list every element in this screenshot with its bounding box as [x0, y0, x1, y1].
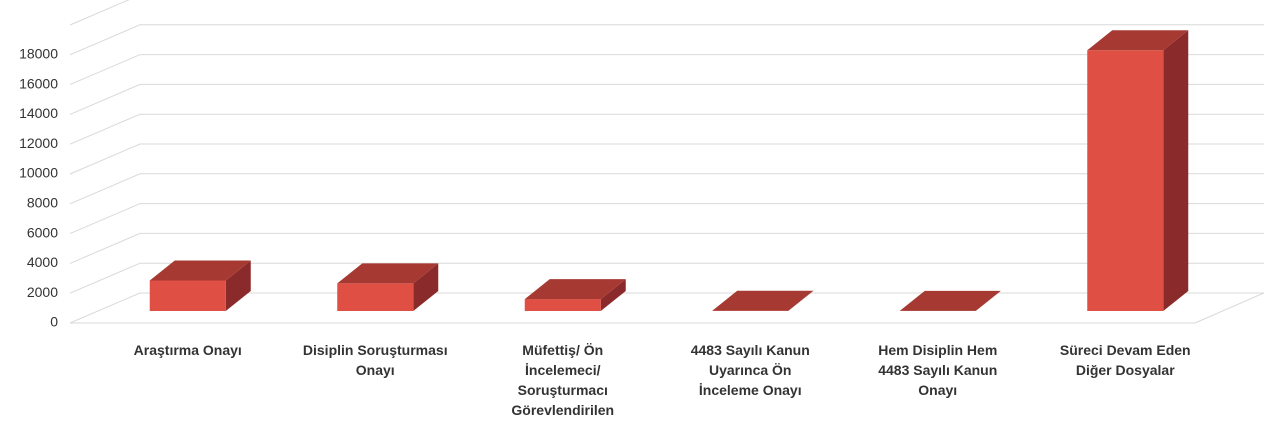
- grid-line: [69, 143, 1264, 175]
- floor-edge: [1194, 292, 1264, 324]
- grid-line: [69, 292, 1264, 324]
- grid-line: [69, 203, 1264, 235]
- grid-line: [69, 0, 130, 26]
- x-tick-label: Disiplin Soruşturması Onayı: [302, 342, 448, 378]
- bar-side: [600, 279, 626, 311]
- y-tick-label: 18000: [19, 46, 58, 62]
- y-tick-label: 12000: [19, 135, 58, 151]
- bar-side: [225, 260, 251, 311]
- y-tick-label: 4000: [27, 254, 58, 270]
- grid-line: [69, 232, 1264, 264]
- bar-top: [149, 260, 251, 281]
- bar-side: [413, 263, 439, 311]
- grid-line: [69, 24, 1264, 56]
- y-tick-label: 10000: [19, 165, 58, 181]
- grid-line: [69, 54, 1264, 86]
- x-tick-label: Araştırma Onayı: [133, 342, 242, 358]
- y-tick-label: 16000: [19, 75, 58, 91]
- x-tick-label: Hem Disiplin Hem 4483 Sayılı Kanun Onayı: [878, 342, 998, 398]
- x-tick-label: Süreci Devam Eden Diğer Dosyalar: [1059, 342, 1191, 378]
- y-tick-label: 14000: [19, 105, 58, 121]
- bar-top: [899, 290, 1001, 311]
- bar-side: [788, 290, 814, 311]
- y-tick-label: 8000: [27, 195, 58, 211]
- bar-top: [337, 263, 439, 284]
- grid-line: [69, 173, 1264, 205]
- grid-line: [69, 83, 1264, 115]
- bar-top: [1087, 30, 1189, 51]
- y-tick-label: 0: [50, 314, 58, 330]
- bar-top: [524, 279, 626, 300]
- bar: [524, 299, 601, 311]
- bar-top: [712, 290, 814, 311]
- grid-line: [69, 262, 1264, 294]
- bar: [149, 280, 226, 311]
- x-tick-label: 4483 Sayılı Kanun Uyarınca Ön İnceleme O…: [690, 342, 810, 398]
- grid-line: [69, 113, 1264, 145]
- y-tick-label: 6000: [27, 224, 58, 240]
- bar: [337, 283, 414, 311]
- y-tick-label: 2000: [27, 284, 58, 300]
- bar: [1087, 50, 1164, 311]
- bar-side: [1163, 30, 1189, 311]
- x-tick-label: Müfettiş/ Ön İncelemeci/ Soruşturmacı Gö…: [511, 342, 615, 418]
- bar-side: [975, 290, 1001, 311]
